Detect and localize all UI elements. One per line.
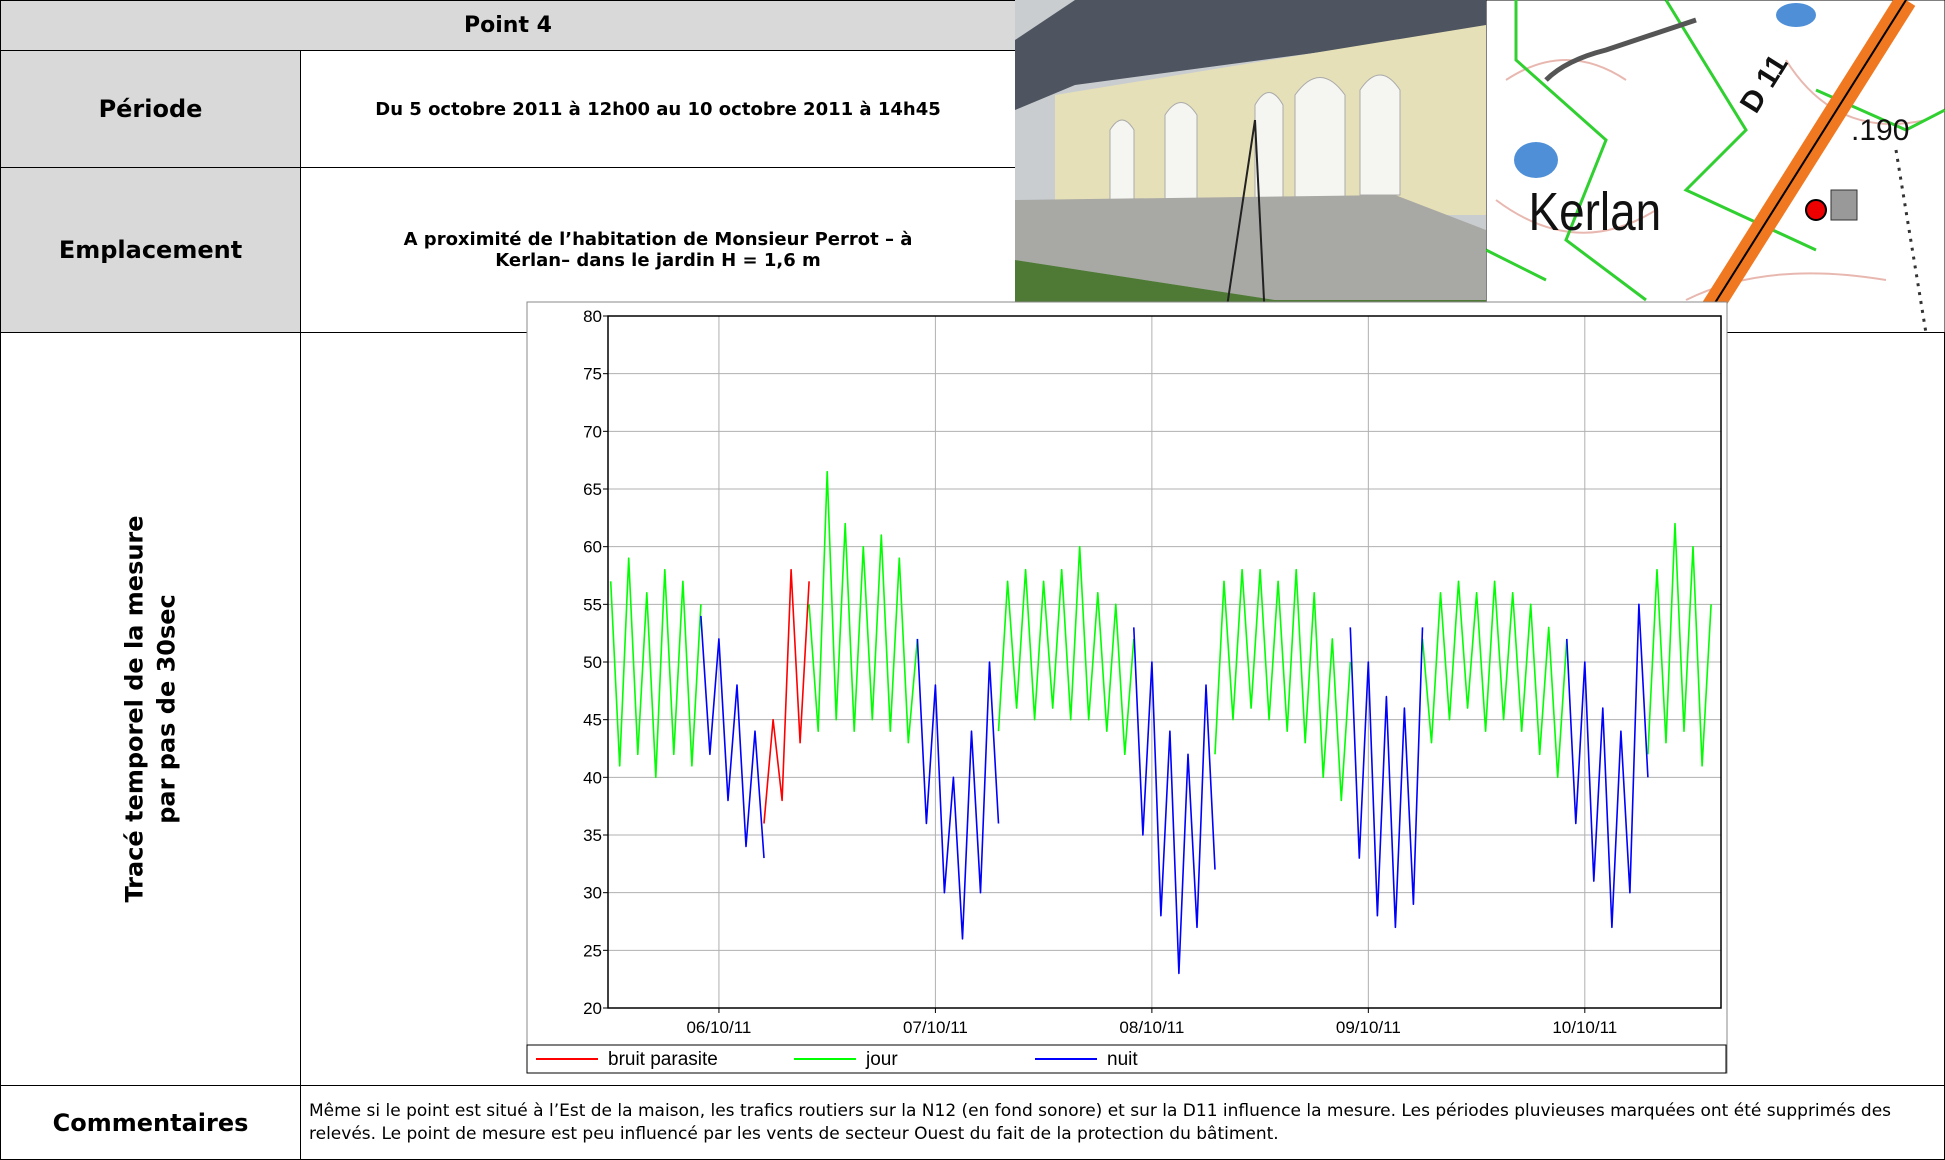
y-tick-label: 40: [583, 768, 602, 787]
label-cell: Commentaires: [0, 1085, 301, 1160]
contours: [1495, 59, 1927, 301]
x-tick-label: 09/10/11: [1336, 1018, 1401, 1037]
row-value: Du 5 octobre 2011 à 12h00 au 10 octobre …: [375, 98, 941, 120]
map-label: .190: [1851, 114, 1909, 147]
y-tick-label: 20: [583, 999, 602, 1018]
y-tick-label: 65: [583, 480, 602, 499]
chart: 20 25 30 35 40 45 50 55 60 65 70 75 80 06/10/11 07/10/…: [526, 301, 1728, 1074]
house: [1830, 189, 1858, 221]
boundaries: [1486, 0, 1945, 302]
y-tick-label: 30: [583, 884, 602, 903]
y-tick-label: 70: [583, 422, 602, 441]
row-label: Période: [98, 95, 203, 123]
y-tick-label: 55: [583, 595, 602, 614]
tripod: [1224, 119, 1256, 321]
point-marker: [1805, 199, 1827, 221]
legend-label: bruit parasite: [608, 1049, 718, 1070]
tripod: [1254, 119, 1266, 321]
comments-text: Même si le point est situé à l’Est de la…: [309, 1100, 1892, 1144]
y-tick-label: 75: [583, 365, 602, 384]
path: [1894, 149, 1928, 333]
series-line: [763, 568, 810, 824]
y-tick-label: 35: [583, 826, 602, 845]
legend-label: jour: [865, 1049, 898, 1070]
row-value: Kerlan– dans le jardin H = 1,6 m: [495, 250, 821, 271]
roof: [1015, 0, 1486, 110]
value-cell: A proximité de l’habitation de Monsieur …: [300, 167, 1016, 333]
row-value: A proximité de l’habitation de Monsieur …: [403, 229, 913, 250]
legend-box: [526, 1044, 1727, 1074]
lane: [1544, 17, 1697, 82]
comments-cell: Même si le point est situé à l’Est de la…: [300, 1085, 1945, 1160]
x-tick-label: 08/10/11: [1119, 1018, 1184, 1037]
pond: [1514, 142, 1558, 178]
pond: [1776, 3, 1816, 27]
y-tick-label: 25: [583, 941, 602, 960]
title: Point 4: [464, 13, 552, 38]
label-cell: Emplacement: [0, 167, 301, 333]
y-tick-label: 45: [583, 711, 602, 730]
road-axis: [1695, 0, 1907, 333]
map-label: Kerlan: [1529, 182, 1662, 242]
x-tick-label: 10/10/11: [1552, 1018, 1617, 1037]
row-label: Emplacement: [58, 236, 243, 264]
terrace: [1015, 195, 1486, 300]
x-tick-label: 07/10/11: [903, 1018, 968, 1037]
y-tick-label: 60: [583, 538, 602, 557]
series-line: [700, 603, 1649, 975]
legend-label: nuit: [1107, 1049, 1138, 1070]
map: Kerlan D 11 .190: [1486, 0, 1945, 333]
plot-border: [607, 315, 1722, 1009]
x-tick-label: 06/10/11: [686, 1018, 751, 1037]
series-line: [609, 470, 1712, 802]
y-tick-label: 50: [583, 653, 602, 672]
title-cell: Point 4: [0, 0, 1016, 51]
y-tick-label: 80: [583, 307, 602, 326]
comments-label: Commentaires: [52, 1108, 249, 1137]
